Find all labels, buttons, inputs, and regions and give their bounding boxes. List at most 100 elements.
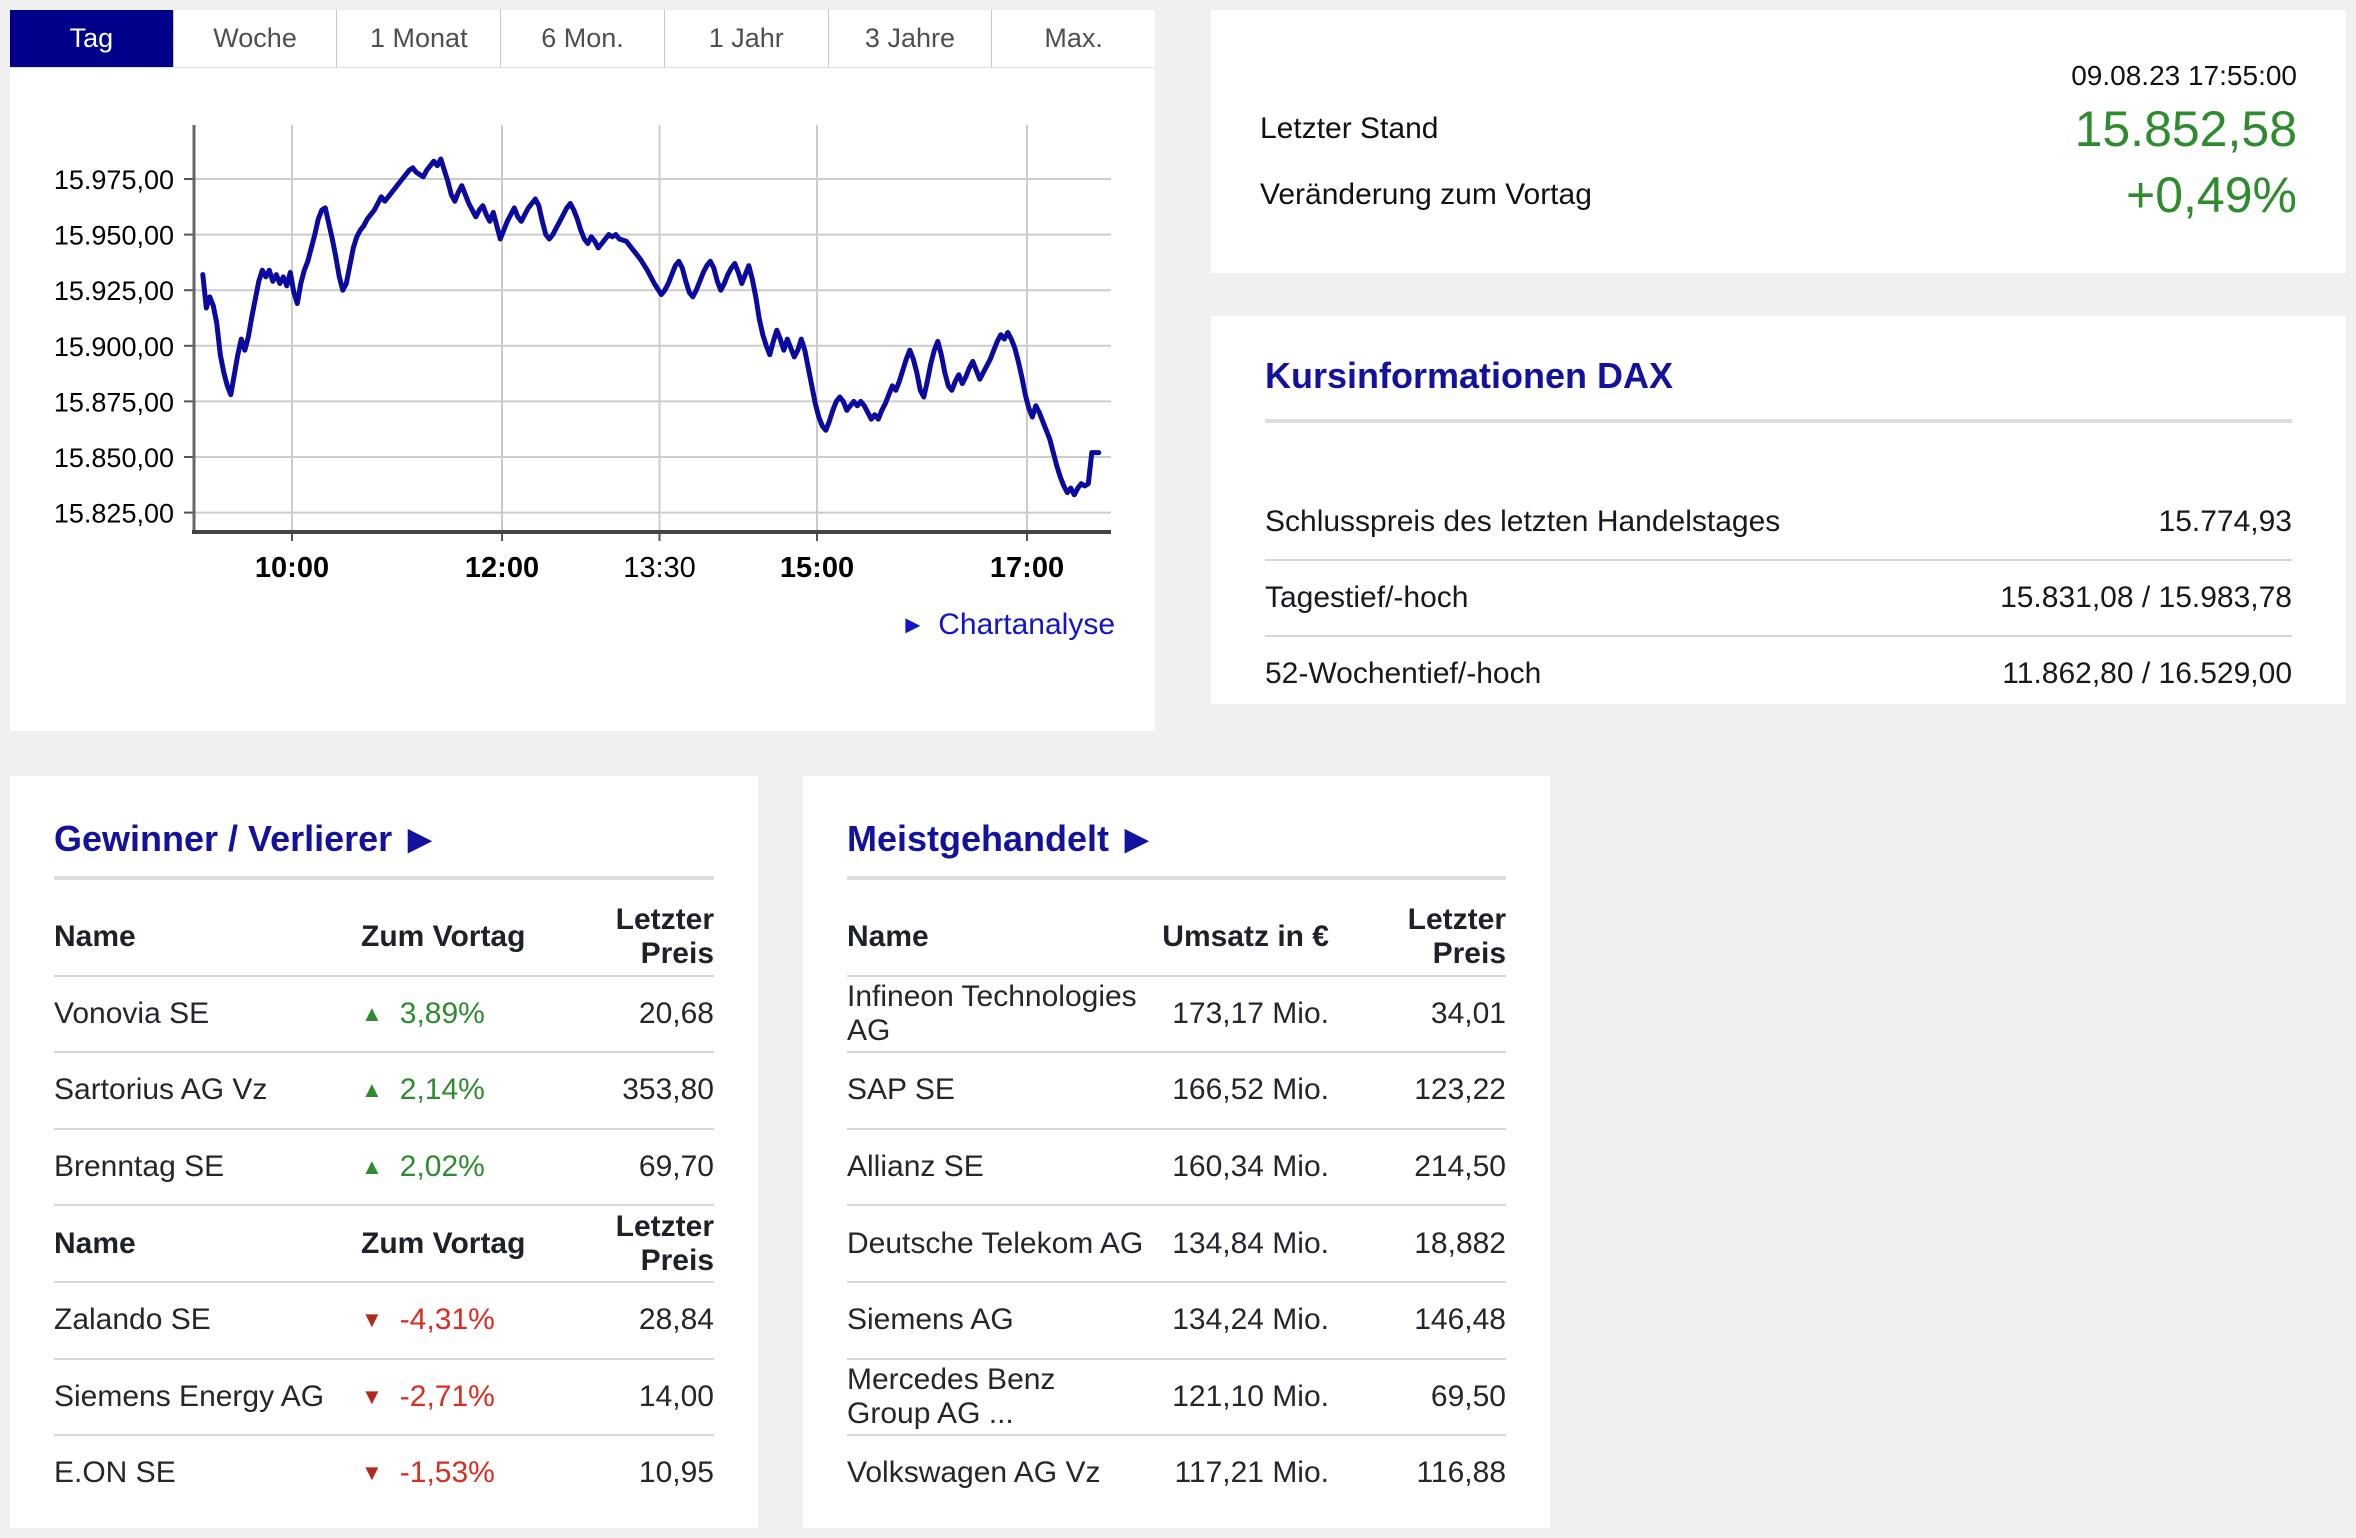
stock-name: SAP SE — [847, 1073, 955, 1107]
col-header-price: Letzter Preis — [1407, 903, 1506, 971]
kursinfo-row: 52-Wochentief/-hoch 11.862,80 / 16.529,00 — [1265, 635, 2292, 711]
change-row: Veränderung zum Vortag +0,49% — [1260, 166, 2297, 224]
price-value: 34,01 — [1430, 996, 1506, 1030]
kursinfo-table: Schlusspreis des letzten Handelstages 15.… — [1265, 485, 2292, 711]
volume-value: 173,17 Mio. — [1172, 996, 1329, 1030]
change-value: -4,31% — [399, 1303, 495, 1337]
y-axis-label: 15.850,00 — [54, 443, 174, 473]
stock-name: Infineon Technologies AG — [847, 979, 1137, 1047]
most-traded-title[interactable]: Meistgehandelt ▶ — [847, 776, 1506, 860]
stock-name: Brenntag SE — [54, 1150, 225, 1184]
gainers-losers-title-label: Gewinner / Verlierer — [54, 818, 393, 859]
tab-tag[interactable]: Tag — [10, 10, 174, 67]
col-header-name: Name — [54, 1226, 136, 1260]
chartanalyse-label: Chartanalyse — [938, 608, 1115, 641]
y-axis-label: 15.900,00 — [54, 332, 174, 362]
kursinfo-row-value: 11.862,80 / 16.529,00 — [2002, 657, 2292, 690]
price-value: 14,00 — [638, 1379, 714, 1413]
down-triangle-icon: ▼ — [361, 1307, 383, 1333]
price-value: 116,88 — [1416, 1456, 1506, 1490]
tab-woche[interactable]: Woche — [173, 10, 338, 67]
tab-1-jahr[interactable]: 1 Jahr — [664, 10, 829, 67]
x-axis-label: 13:30 — [623, 552, 696, 584]
change-cell: ▲ 2,14% — [361, 1073, 537, 1107]
table-row: SAP SE 166,52 Mio. 123,22 — [847, 1051, 1506, 1128]
kursinfo-row-value: 15.774,93 — [2158, 505, 2292, 538]
col-header-name: Name — [847, 920, 929, 954]
table-header-row: Name Umsatz in € Letzter Preis — [847, 900, 1506, 975]
kursinfo-row-label: Tagestief/-hoch — [1265, 581, 1469, 614]
tab-6-mon[interactable]: 6 Mon. — [501, 10, 665, 67]
gainers-losers-title[interactable]: Gewinner / Verlierer ▶ — [54, 776, 714, 860]
col-header-price: Letzter Preis — [615, 1209, 714, 1277]
kursinfo-row-label: Schlusspreis des letzten Handelstages — [1265, 505, 1781, 538]
last-price-value: 15.852,58 — [2074, 101, 2297, 157]
up-triangle-icon: ▲ — [361, 1000, 383, 1026]
col-header-change: Zum Vortag — [361, 920, 526, 954]
play-arrow-icon: ▶ — [408, 822, 432, 856]
change-value: 2,14% — [399, 1073, 485, 1107]
col-header-change: Zum Vortag — [361, 1226, 526, 1260]
down-triangle-icon: ▼ — [361, 1383, 383, 1409]
last-price-row: Letzter Stand 15.852,58 — [1260, 100, 2297, 158]
price-value: 146,48 — [1414, 1303, 1506, 1337]
stock-name: Sartorius AG Vz — [54, 1073, 268, 1107]
change-value: -2,71% — [399, 1379, 495, 1413]
kursinfo-row: Schlusspreis des letzten Handelstages 15.… — [1265, 485, 2292, 559]
price-value: 28,84 — [638, 1303, 714, 1337]
table-row: Mercedes Benz Group AG ... 121,10 Mio. 69,… — [847, 1357, 1506, 1435]
table-header-row: Name Zum Vortag Letzter Preis — [54, 900, 714, 975]
change-value: +0,49% — [2126, 167, 2297, 223]
stock-name: Siemens Energy AG — [54, 1379, 325, 1413]
table-row: Sartorius AG Vz ▲ 2,14% 353,80 — [54, 1051, 714, 1128]
table-row: Brenntag SE ▲ 2,02% 69,70 — [54, 1127, 714, 1205]
table-row: Volkswagen AG Vz 117,21 Mio. 116,88 — [847, 1434, 1506, 1511]
tab-1-monat[interactable]: 1 Monat — [337, 10, 502, 67]
volume-value: 134,24 Mio. — [1172, 1303, 1329, 1337]
tab-max[interactable]: Max. — [992, 10, 1156, 67]
stock-name: Siemens AG — [847, 1303, 1014, 1337]
y-axis-label: 15.950,00 — [54, 221, 174, 251]
most-traded-card: Meistgehandelt ▶ Name Umsatz in € Letzter … — [803, 776, 1550, 1528]
period-tabbar: Tag Woche 1 Monat 6 Mon. 1 Jahr 3 Jahre Max. — [10, 10, 1156, 68]
price-value: 18,882 — [1414, 1226, 1506, 1260]
change-value: -1,53% — [399, 1456, 495, 1490]
play-arrow-icon: ▶ — [1125, 822, 1149, 856]
x-axis-label: 12:00 — [465, 552, 539, 584]
change-cell: ▲ 2,02% — [361, 1150, 537, 1184]
kursinfo-row-label: 52-Wochentief/-hoch — [1265, 657, 1542, 690]
price-value: 123,22 — [1414, 1073, 1506, 1107]
stock-name: Zalando SE — [54, 1303, 211, 1337]
y-axis-label: 15.925,00 — [54, 276, 174, 306]
volume-value: 166,52 Mio. — [1172, 1073, 1329, 1107]
most-traded-table: Name Umsatz in € Letzter Preis Infineon Tec… — [847, 900, 1506, 1511]
change-label: Veränderung zum Vortag — [1260, 178, 1592, 211]
table-header-row: Name Zum Vortag Letzter Preis — [54, 1204, 714, 1281]
stock-name: Mercedes Benz Group AG ... — [847, 1362, 1056, 1430]
change-cell: ▼ -2,71% — [361, 1380, 537, 1414]
kursinfo-card: Kursinformationen DAX Schlusspreis des l… — [1211, 316, 2346, 704]
price-value: 214,50 — [1414, 1150, 1506, 1184]
table-row: Allianz SE 160,34 Mio. 214,50 — [847, 1127, 1506, 1205]
volume-value: 134,84 Mio. — [1172, 1226, 1329, 1260]
chartanalyse-link[interactable]: ► Chartanalyse — [900, 608, 1115, 642]
volume-value: 160,34 Mio. — [1172, 1150, 1329, 1184]
stock-name: Deutsche Telekom AG — [847, 1226, 1144, 1260]
down-triangle-icon: ▼ — [361, 1460, 383, 1486]
kursinfo-row: Tagestief/-hoch 15.831,08 / 15.983,78 — [1265, 559, 2292, 635]
chart-card: Tag Woche 1 Monat 6 Mon. 1 Jahr 3 Jahre Max. 1… — [10, 10, 1156, 731]
price-value: 69,70 — [638, 1150, 714, 1184]
change-cell: ▲ 3,89% — [361, 997, 537, 1031]
table-row: Infineon Technologies AG 173,17 Mio. 34,01 — [847, 974, 1506, 1052]
change-cell: ▼ -4,31% — [361, 1303, 537, 1337]
col-header-volume: Umsatz in € — [1162, 920, 1329, 954]
most-traded-title-label: Meistgehandelt — [847, 818, 1110, 859]
up-triangle-icon: ▲ — [361, 1077, 383, 1103]
col-header-price: Letzter Preis — [615, 903, 714, 971]
last-price-label: Letzter Stand — [1260, 112, 1439, 145]
table-row: Vonovia SE ▲ 3,89% 20,68 — [54, 974, 714, 1052]
table-row: E.ON SE ▼ -1,53% 10,95 — [54, 1434, 714, 1511]
tab-3-jahre[interactable]: 3 Jahre — [828, 10, 993, 67]
stock-name: Vonovia SE — [54, 996, 210, 1030]
volume-value: 121,10 Mio. — [1172, 1379, 1329, 1413]
